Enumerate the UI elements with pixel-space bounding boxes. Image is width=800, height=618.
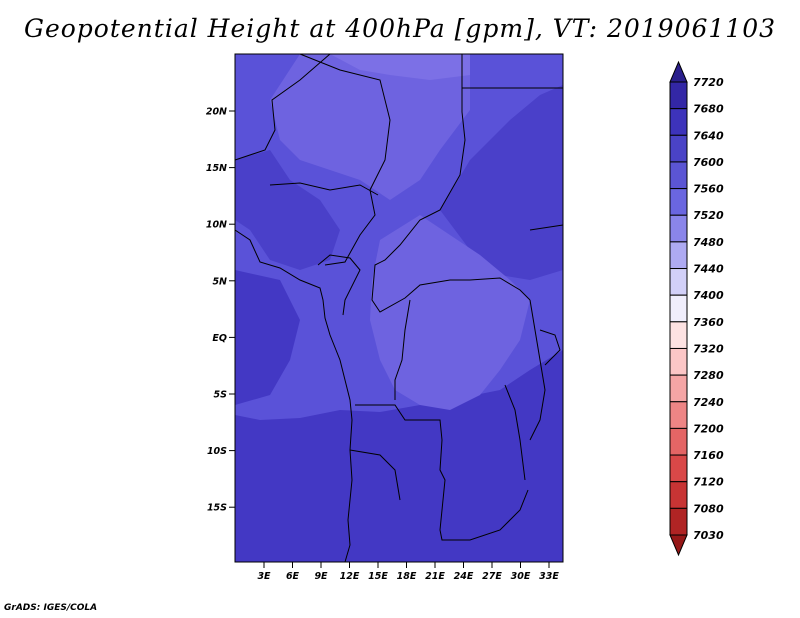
field-south-low [235, 350, 563, 562]
height-field [235, 54, 563, 562]
colorbar-band [669, 454, 688, 483]
colorbar-band [669, 81, 688, 110]
lon-tick-label: 30E [511, 571, 531, 582]
colorbar: 7720 7680 7640 7600 7560 7520 7480 7440 7400 7360… [669, 60, 724, 557]
colorbar-band [669, 427, 688, 456]
colorbar-band [669, 108, 688, 136]
colorbar-label: 7280 [693, 369, 724, 382]
colorbar-band [669, 481, 688, 509]
colorbar-label: 7200 [693, 422, 724, 435]
border [234, 53, 331, 161]
colorbar-label: 7600 [693, 156, 724, 169]
lat-tick-label: 15N [206, 163, 227, 174]
colorbar-label: 7320 [693, 342, 724, 355]
lat-tick-label: 20N [206, 107, 227, 118]
lat-tick-label: 10N [206, 220, 227, 231]
colorbar-bottom-triangle [669, 534, 688, 557]
colorbar-band [669, 134, 688, 163]
field-west-low [235, 150, 340, 270]
lon-tick-label: 3E [257, 571, 271, 582]
colorbar-label: 7520 [693, 209, 724, 222]
border [299, 53, 391, 266]
coastline-west-africa [234, 229, 353, 563]
border [371, 54, 531, 313]
border [355, 404, 529, 541]
lon-tick-label: 12E [340, 571, 360, 582]
longitude-axis: 3E 6E 9E 12E 15E 18E 21E 24E 27E 30E 33E [257, 562, 559, 582]
field-southwest-low [235, 270, 300, 405]
colorbar-band [669, 161, 688, 190]
colorbar-band [669, 241, 688, 270]
border [349, 449, 401, 501]
grads-credit: GrADS: IGES/COLA [4, 603, 98, 613]
colorbar-band [669, 294, 688, 323]
colorbar-label: 7030 [693, 529, 724, 542]
field-top-band [330, 54, 470, 80]
colorbar-band [669, 374, 688, 403]
colorbar-label: 7480 [693, 236, 724, 249]
colorbar-band [669, 214, 688, 243]
colorbar-label: 7560 [693, 183, 724, 196]
lon-tick-label: 6E [286, 571, 300, 582]
lon-tick-label: 24E [454, 571, 474, 582]
lon-tick-label: 33E [539, 571, 559, 582]
lon-tick-label: 15E [368, 571, 388, 582]
lon-tick-label: 18E [397, 571, 417, 582]
colorbar-label: 7240 [693, 396, 724, 409]
border [504, 384, 526, 481]
colorbar-label: 7440 [693, 263, 724, 276]
colorbar-top-triangle [669, 60, 688, 83]
colorbar-band [669, 401, 688, 429]
colorbar-label: 7160 [693, 449, 724, 462]
colorbar-label: 7720 [693, 76, 724, 89]
colorbar-label: 7680 [693, 103, 724, 116]
lat-tick-label: 5N [212, 276, 227, 287]
lat-tick-label: EQ [212, 333, 227, 344]
colorbar-label: 7360 [693, 316, 724, 329]
lon-tick-label: 27E [482, 571, 502, 582]
border [394, 299, 411, 400]
colorbar-band [669, 347, 688, 376]
colorbar-band [669, 268, 688, 296]
colorbar-band [669, 188, 688, 216]
border [539, 329, 561, 366]
field-north-high [270, 54, 470, 200]
field-center-high [370, 215, 530, 410]
map-title: Geopotential Height at 400hPa [gpm], VT:… [23, 14, 777, 43]
lat-tick-label: 10S [207, 446, 227, 457]
colorbar-label: 7640 [693, 129, 724, 142]
colorbar-band [669, 507, 688, 536]
field-northeast-low [440, 85, 563, 280]
colorbar-label: 7400 [693, 289, 724, 302]
lat-tick-label: 15S [207, 503, 227, 514]
colorbar-label: 7120 [693, 476, 724, 489]
latitude-axis: 20N 15N 10N 5N EQ 5S 10S 15S [206, 107, 235, 514]
border [529, 299, 546, 441]
border [269, 182, 379, 196]
lat-tick-label: 5S [214, 390, 228, 401]
coastlines-borders [234, 53, 564, 563]
colorbar-label: 7080 [693, 502, 724, 515]
map-frame [234, 53, 564, 563]
lon-tick-label: 9E [314, 571, 328, 582]
lon-tick-label: 21E [425, 571, 445, 582]
colorbar-band [669, 321, 688, 349]
border [317, 254, 361, 316]
border [529, 224, 564, 231]
